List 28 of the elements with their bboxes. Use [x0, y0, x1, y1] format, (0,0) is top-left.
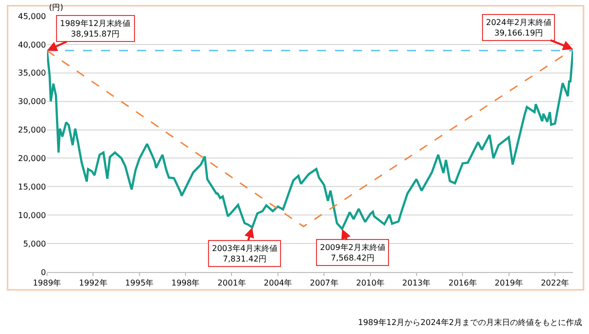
x-tick-label: 1995年: [125, 278, 154, 288]
y-tick-label: 20,000: [18, 154, 46, 164]
y-tick-label: 10,000: [18, 210, 46, 220]
annotation: 2003年4月末終値 7,831.42円: [212, 244, 278, 264]
annotation: 2024年2月末終値 39,166.19円: [486, 18, 552, 38]
x-tick-label: 2007年: [310, 278, 338, 288]
y-tick-label: 45,000: [18, 12, 46, 21]
x-tick-label: 2004年: [264, 278, 292, 288]
x-tick-label: 1998年: [171, 278, 200, 288]
x-tick-label: 2016年: [448, 278, 477, 288]
annotation: 1989年12月末終値 38,915.87円: [60, 19, 131, 38]
y-tick-label: 25,000: [18, 126, 46, 135]
x-tick-label: 1989年: [32, 278, 62, 288]
y-tick-label: 30,000: [18, 97, 46, 106]
y-axis-title: (円): [49, 3, 64, 12]
y-tick-label: 0: [40, 268, 46, 277]
x-tick-label: 2019年: [494, 278, 523, 288]
y-tick-label: 35,000: [18, 68, 46, 78]
y-tick-label: 15,000: [18, 182, 46, 192]
x-tick-label: 2013年: [402, 278, 431, 288]
y-tick-label: 5,000: [23, 239, 46, 248]
text: 1989年12月から2024年2月までの月末日の終値をもとに作成: [358, 318, 582, 327]
x-tick-label: 2010年: [356, 278, 384, 288]
y-tick-label: 40,000: [18, 40, 46, 50]
x-tick-label: 2001年: [218, 278, 246, 288]
annotation: 2009年2月末終値 7,568.42円: [320, 243, 386, 262]
x-tick-label: 1992年: [79, 278, 108, 288]
x-tick-label: 2022年: [540, 278, 570, 288]
